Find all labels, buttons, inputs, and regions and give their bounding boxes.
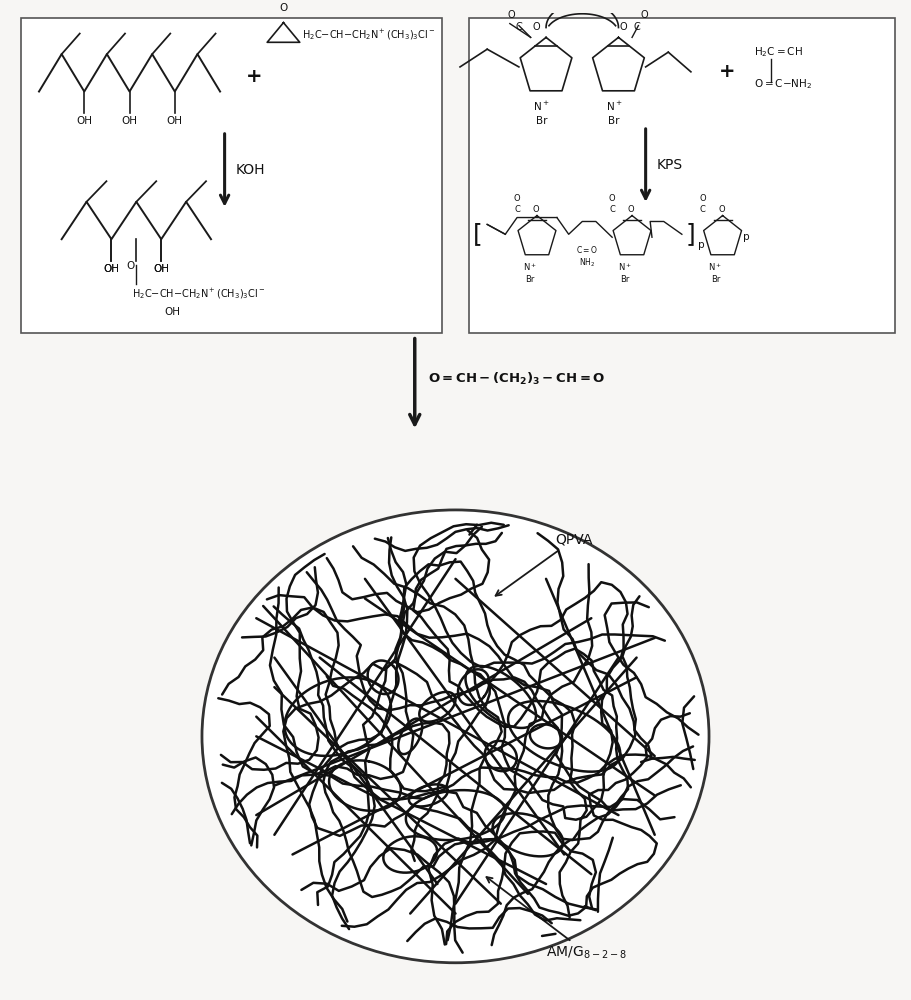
- Text: QPVA: QPVA: [496, 532, 592, 596]
- Text: OH: OH: [104, 264, 119, 274]
- Text: Br: Br: [609, 116, 619, 126]
- Text: [: [: [473, 222, 483, 246]
- Text: O: O: [619, 22, 628, 32]
- Ellipse shape: [202, 510, 709, 963]
- Text: C$=$O: C$=$O: [576, 244, 598, 255]
- Text: O: O: [280, 3, 288, 13]
- Text: O: O: [532, 205, 539, 214]
- Text: +: +: [246, 67, 262, 86]
- Text: N$^+$: N$^+$: [523, 261, 537, 273]
- Text: OH: OH: [153, 264, 169, 274]
- Text: O$=$C$-$NH$_2$: O$=$C$-$NH$_2$: [754, 77, 813, 91]
- Text: C: C: [700, 205, 706, 214]
- Text: N$^+$: N$^+$: [709, 261, 722, 273]
- Text: N$^+$: N$^+$: [618, 261, 631, 273]
- Text: N$^+$: N$^+$: [533, 99, 550, 113]
- Text: OH: OH: [104, 264, 119, 274]
- Text: KOH: KOH: [235, 163, 265, 177]
- Text: Br: Br: [711, 275, 720, 284]
- Text: C: C: [609, 205, 615, 214]
- Text: OH: OH: [77, 116, 92, 126]
- Text: H$_2$C$-$CH$-$CH$_2$N$^+$(CH$_3$)$_3$Cl$^-$: H$_2$C$-$CH$-$CH$_2$N$^+$(CH$_3$)$_3$Cl$…: [132, 286, 265, 301]
- Text: O: O: [700, 194, 706, 203]
- Text: N$^+$: N$^+$: [606, 99, 622, 113]
- Text: p: p: [743, 232, 750, 242]
- Text: OH: OH: [167, 116, 183, 126]
- Text: O: O: [127, 261, 135, 271]
- Text: NH$_2$: NH$_2$: [578, 257, 595, 269]
- Text: +: +: [719, 62, 735, 81]
- Text: Br: Br: [525, 275, 535, 284]
- Text: H$_2$C$=$CH: H$_2$C$=$CH: [754, 45, 804, 59]
- Text: O: O: [640, 10, 648, 20]
- Text: OH: OH: [121, 116, 138, 126]
- Text: OH: OH: [165, 307, 180, 317]
- Text: OH: OH: [153, 264, 169, 274]
- Text: AM/G$_{8-2-8}$: AM/G$_{8-2-8}$: [486, 877, 627, 961]
- Text: O: O: [514, 194, 520, 203]
- Bar: [469, 18, 895, 333]
- Text: O: O: [718, 205, 725, 214]
- Text: C: C: [514, 205, 520, 214]
- Text: Br: Br: [536, 116, 548, 126]
- Text: C: C: [516, 22, 522, 32]
- Text: C: C: [633, 22, 640, 32]
- Text: p: p: [698, 240, 705, 250]
- Bar: [21, 18, 442, 333]
- Text: O: O: [609, 194, 616, 203]
- Text: O: O: [532, 22, 540, 32]
- Text: KPS: KPS: [657, 158, 682, 172]
- Text: Br: Br: [620, 275, 630, 284]
- Text: O: O: [628, 205, 634, 214]
- Text: ]: ]: [686, 222, 696, 246]
- Text: $\mathbf{O=CH-(CH_2)_3-CH=O}$: $\mathbf{O=CH-(CH_2)_3-CH=O}$: [428, 371, 606, 387]
- Text: H$_2$C$-$CH$-$CH$_2$N$^+$(CH$_3$)$_3$Cl$^-$: H$_2$C$-$CH$-$CH$_2$N$^+$(CH$_3$)$_3$Cl$…: [302, 27, 435, 42]
- Text: O: O: [507, 10, 516, 20]
